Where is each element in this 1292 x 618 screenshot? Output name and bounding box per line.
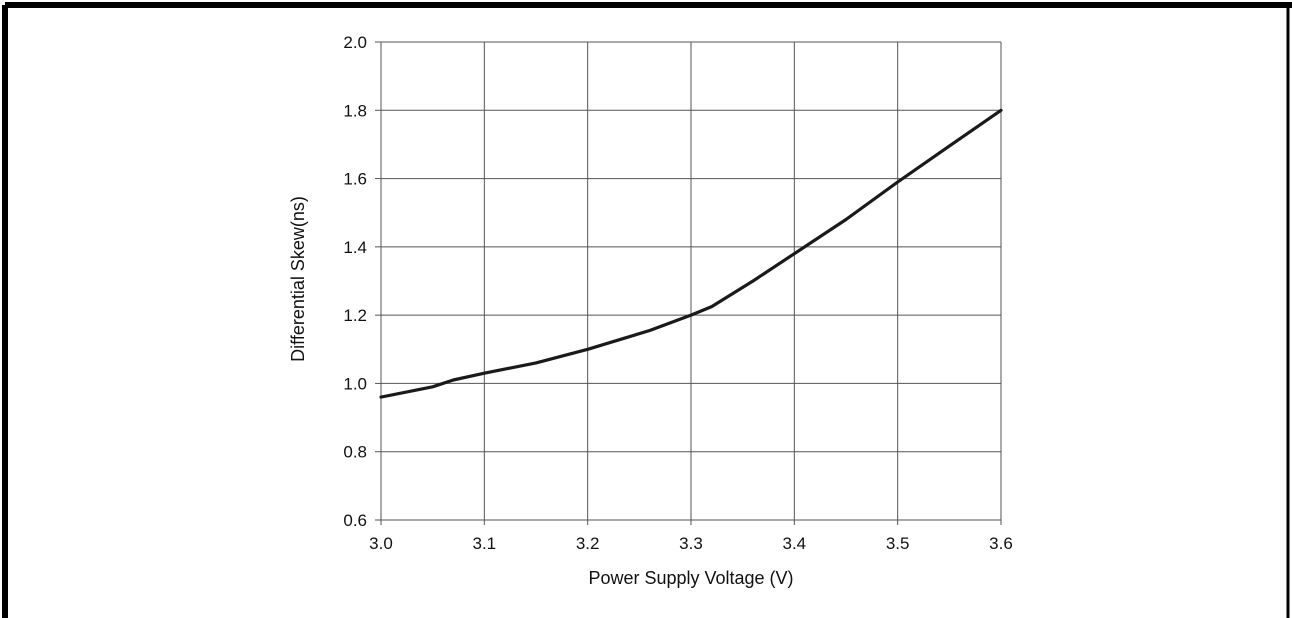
y-tick-label: 1.4 <box>343 238 367 257</box>
y-axis-title: Differential Skew(ns) <box>288 196 308 362</box>
axes <box>375 41 1002 525</box>
plot-area: 3.0 3.1 3.2 3.3 3.4 3.5 3.6 0.6 0.8 1.0 1.2 1.4 1.6… <box>343 33 1012 553</box>
x-tick-label: 3.1 <box>473 534 497 553</box>
y-tick-label: 1.0 <box>343 374 367 393</box>
y-tick-labels: 0.6 0.8 1.0 1.2 1.4 1.6 1.8 2.0 <box>343 33 367 530</box>
series-group <box>379 108 1003 399</box>
y-tick-label: 0.6 <box>343 511 367 530</box>
x-tick-label: 3.3 <box>679 534 703 553</box>
y-tick-label: 1.8 <box>343 101 367 120</box>
y-tick-label: 0.8 <box>343 443 367 462</box>
x-tick-label: 3.4 <box>783 534 807 553</box>
y-tick-label: 1.2 <box>343 306 367 325</box>
x-axis-title: Power Supply Voltage (V) <box>588 568 793 588</box>
series-line <box>379 108 1003 399</box>
x-tick-label: 3.2 <box>576 534 600 553</box>
y-tick-label: 1.6 <box>343 170 367 189</box>
x-tick-labels: 3.0 3.1 3.2 3.3 3.4 3.5 3.6 <box>369 534 1013 553</box>
x-tick-label: 3.6 <box>989 534 1013 553</box>
x-tick-label: 3.0 <box>369 534 393 553</box>
x-tick-label: 3.5 <box>886 534 910 553</box>
y-tick-label: 2.0 <box>343 33 367 52</box>
gridlines <box>381 41 1002 520</box>
